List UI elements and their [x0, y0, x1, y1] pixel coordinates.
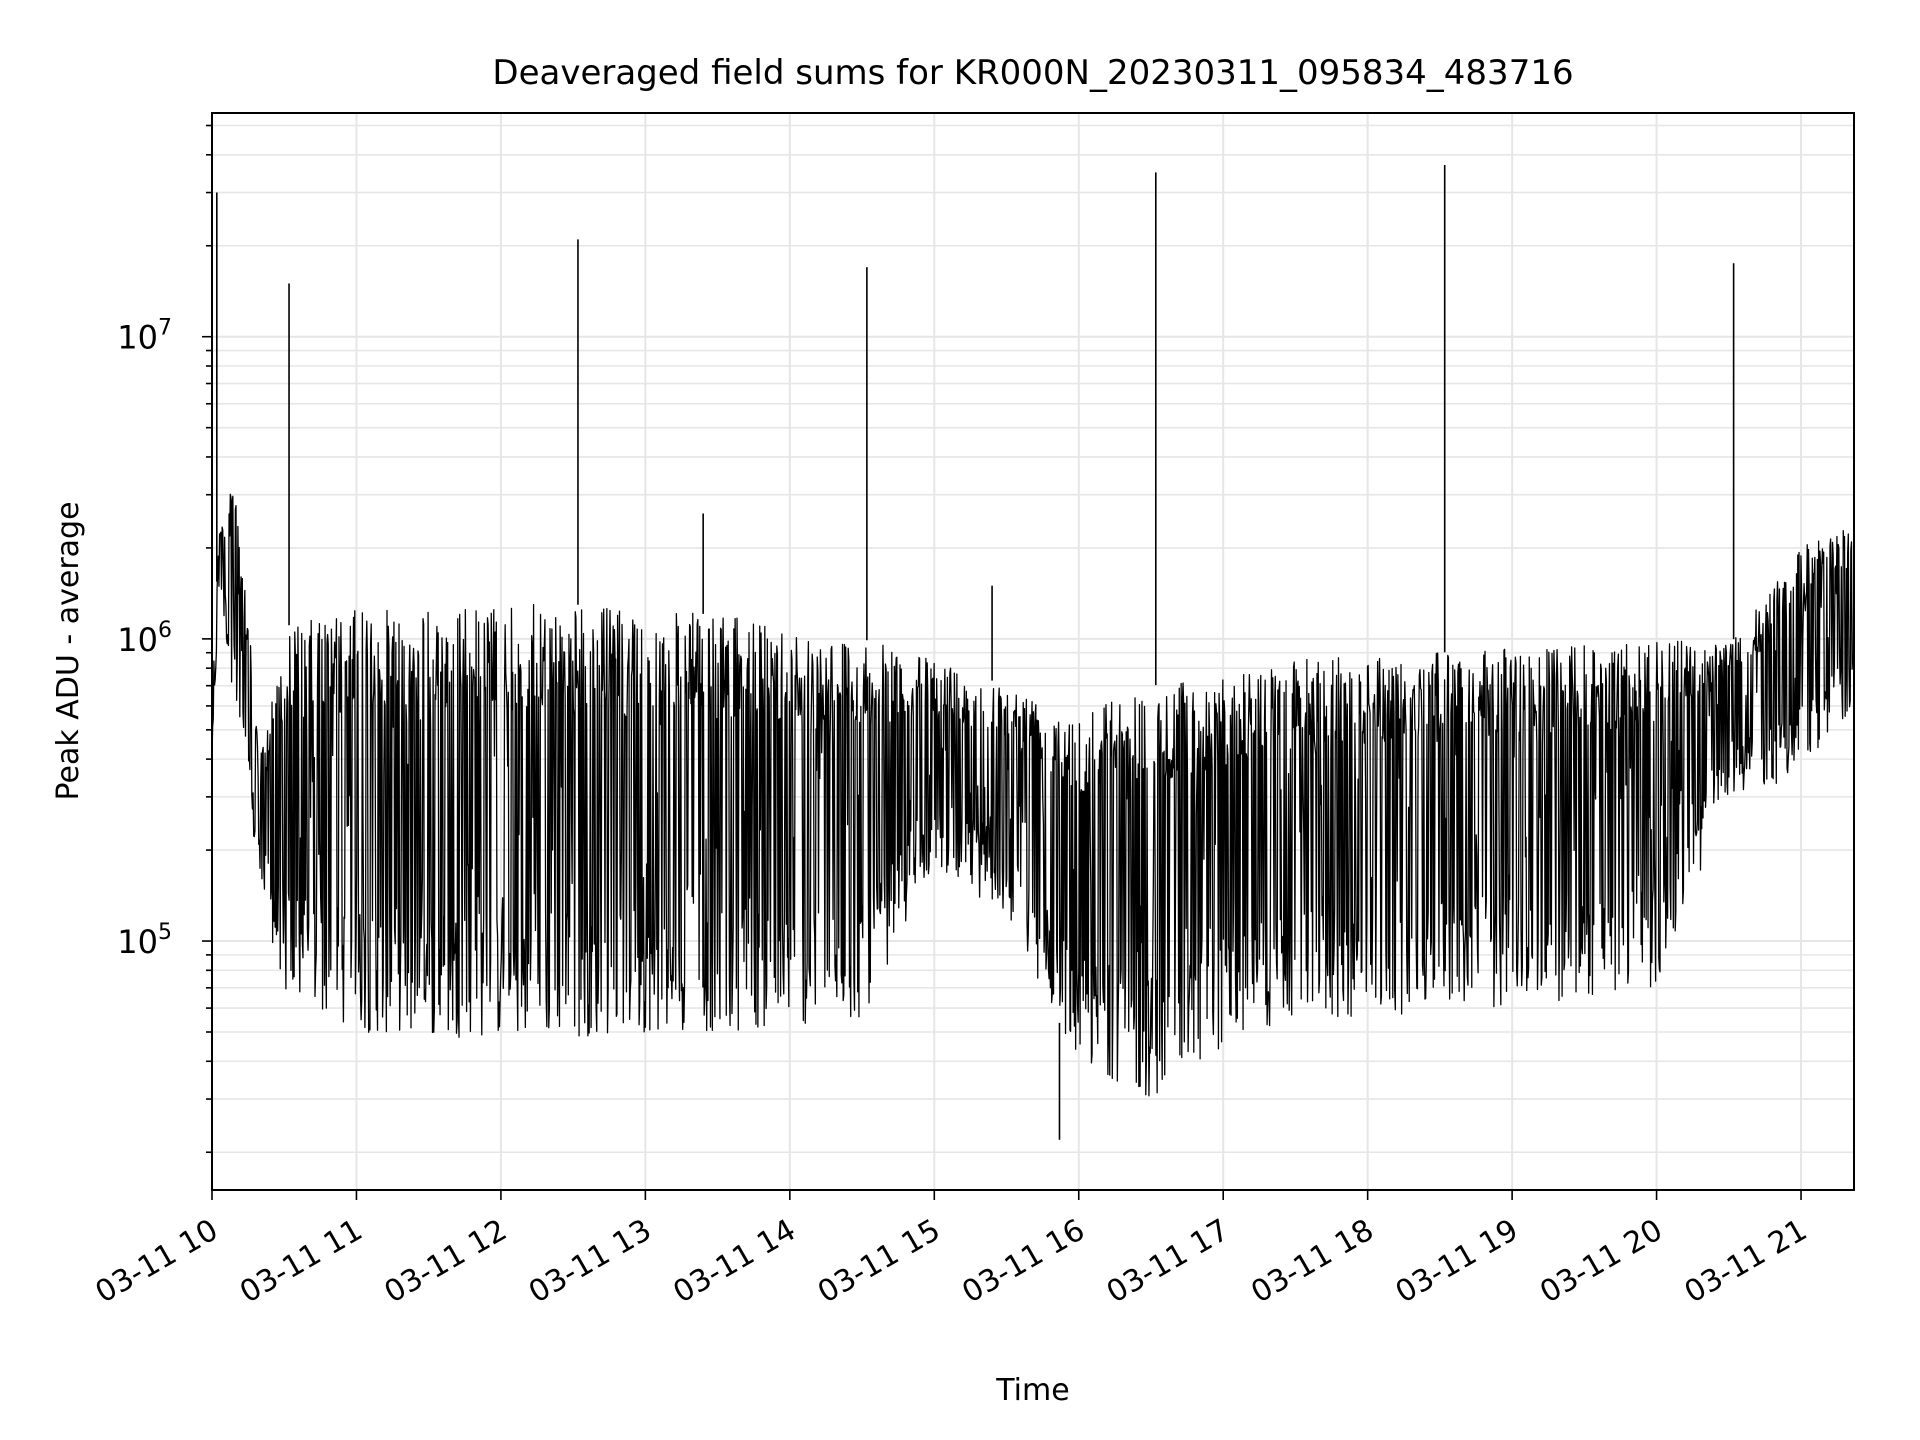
x-axis-label: Time: [995, 1373, 1069, 1408]
y-tick-label-exponent: 6: [158, 618, 172, 643]
y-tick-label-exponent: 7: [158, 316, 172, 341]
y-tick-label: 106: [117, 618, 172, 659]
y-tick-label-base: 10: [117, 621, 158, 659]
y-tick-label: 107: [117, 316, 172, 357]
y-tick-label-base: 10: [117, 319, 158, 357]
y-tick-label: 105: [117, 920, 172, 961]
plot-frame: [211, 112, 1855, 1191]
y-tick-label-base: 10: [117, 923, 158, 961]
y-axis-label: Peak ADU - average: [51, 501, 86, 800]
data-series: [211, 165, 1855, 1140]
series-line: [211, 493, 1855, 1097]
y-tick-label-exponent: 5: [158, 920, 172, 945]
chart-title: Deaveraged field sums for KR000N_2023031…: [492, 53, 1573, 93]
